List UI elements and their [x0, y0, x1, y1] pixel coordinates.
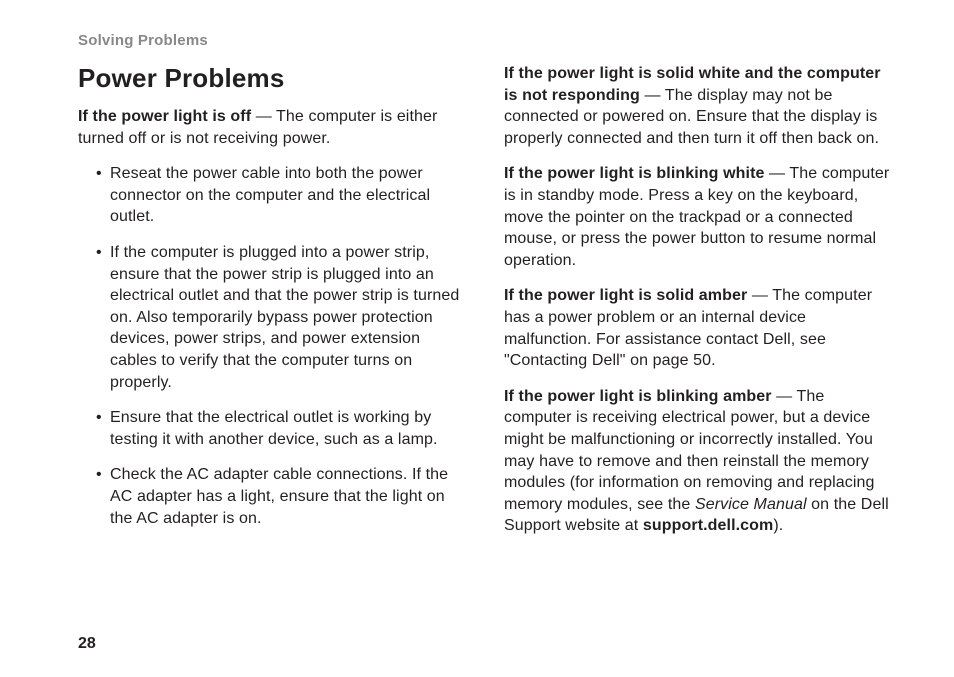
intro-lead-bold: If the power light is off	[78, 108, 251, 125]
list-item: Check the AC adapter cable connections. …	[100, 464, 468, 529]
lead-bold: If the power light is solid amber	[504, 287, 747, 304]
intro-paragraph: If the power light is off — The computer…	[78, 106, 468, 149]
blinking-amber-paragraph: If the power light is blinking amber — T…	[504, 386, 894, 537]
blinking-white-paragraph: If the power light is blinking white — T…	[504, 163, 894, 271]
lead-bold: If the power light is blinking amber	[504, 388, 772, 405]
list-item: Ensure that the electrical outlet is wor…	[100, 407, 468, 450]
running-header: Solving Problems	[78, 32, 894, 49]
solid-amber-paragraph: If the power light is solid amber — The …	[504, 285, 894, 371]
content-columns: Power Problems If the power light is off…	[78, 63, 894, 551]
rest-text-c: ).	[773, 517, 783, 534]
solid-white-paragraph: If the power light is solid white and th…	[504, 63, 894, 149]
document-page: Solving Problems Power Problems If the p…	[0, 0, 954, 677]
lead-bold: If the power light is blinking white	[504, 165, 765, 182]
rest-text-a: — The computer is receiving electrical p…	[504, 388, 875, 513]
page-number: 28	[78, 635, 96, 653]
list-item: Reseat the power cable into both the pow…	[100, 163, 468, 228]
support-url-bold: support.dell.com	[643, 517, 774, 534]
section-title: Power Problems	[78, 63, 468, 94]
service-manual-italic: Service Manual	[695, 496, 807, 513]
bullet-list: Reseat the power cable into both the pow…	[78, 163, 468, 529]
list-item: If the computer is plugged into a power …	[100, 242, 468, 393]
left-column: Power Problems If the power light is off…	[78, 63, 468, 551]
right-column: If the power light is solid white and th…	[504, 63, 894, 551]
